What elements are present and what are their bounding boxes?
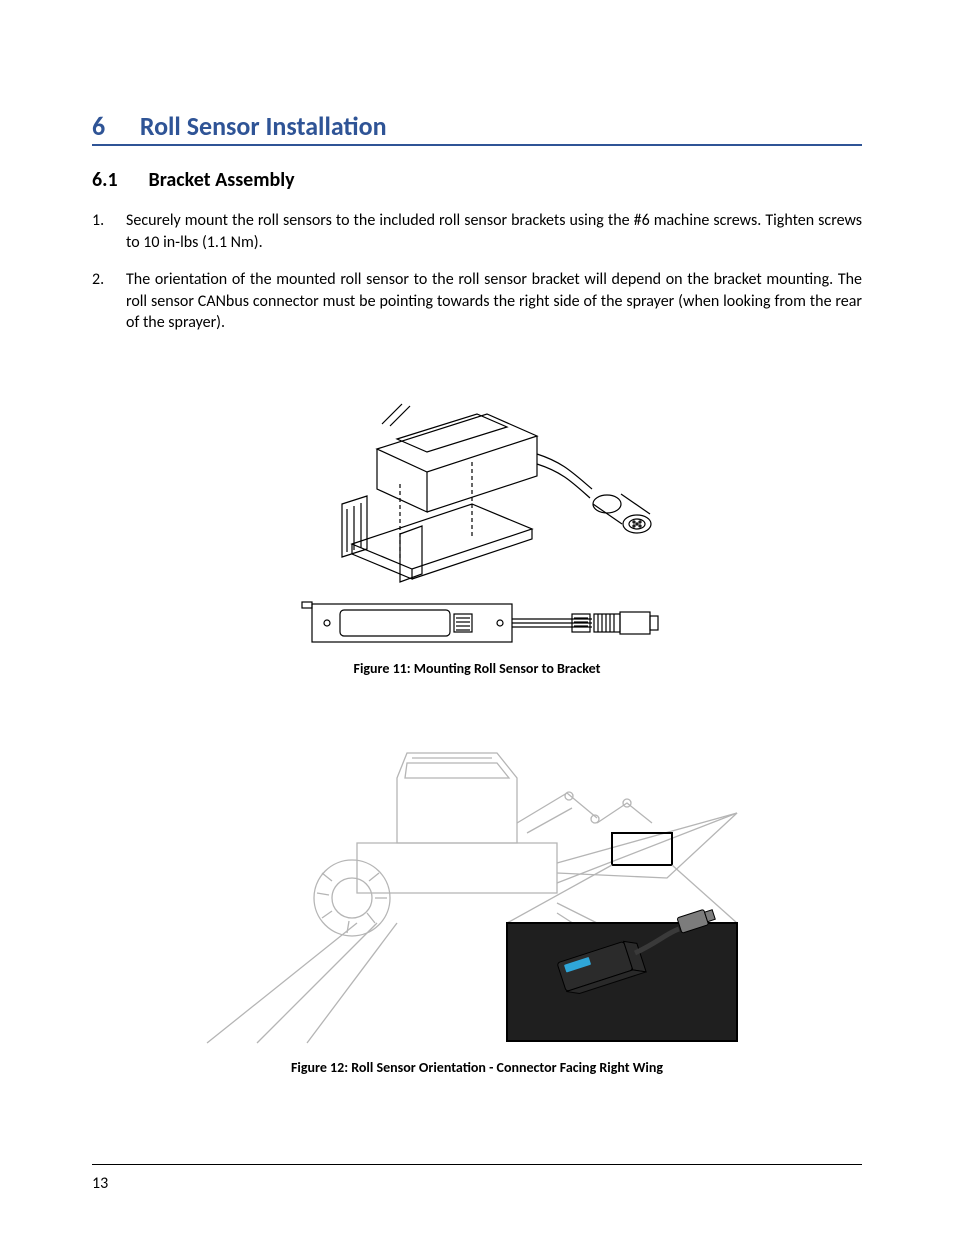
figure-11-svg	[272, 354, 682, 654]
subsection-title: Bracket Assembly	[149, 168, 295, 192]
page-number: 13	[92, 1174, 108, 1193]
footer-rule	[92, 1164, 862, 1165]
step-item: The orientation of the mounted roll sens…	[92, 269, 862, 334]
figure-11: Figure 11: Mounting Roll Sensor to Brack…	[92, 354, 862, 677]
section-title: Roll Sensor Installation	[140, 110, 387, 142]
subsection-heading: 6.1 Bracket Assembly	[92, 168, 862, 192]
figure-11-caption: Figure 11: Mounting Roll Sensor to Brack…	[92, 660, 862, 677]
figure-12-caption: Figure 12: Roll Sensor Orientation - Con…	[92, 1059, 862, 1076]
subsection-number: 6.1	[92, 168, 144, 192]
figure-12-svg	[197, 723, 757, 1053]
step-item: Securely mount the roll sensors to the i…	[92, 210, 862, 253]
section-heading: 6 Roll Sensor Installation	[92, 110, 862, 146]
step-list: Securely mount the roll sensors to the i…	[92, 210, 862, 334]
figure-12: Figure 12: Roll Sensor Orientation - Con…	[92, 723, 862, 1076]
section-number: 6	[92, 110, 134, 142]
